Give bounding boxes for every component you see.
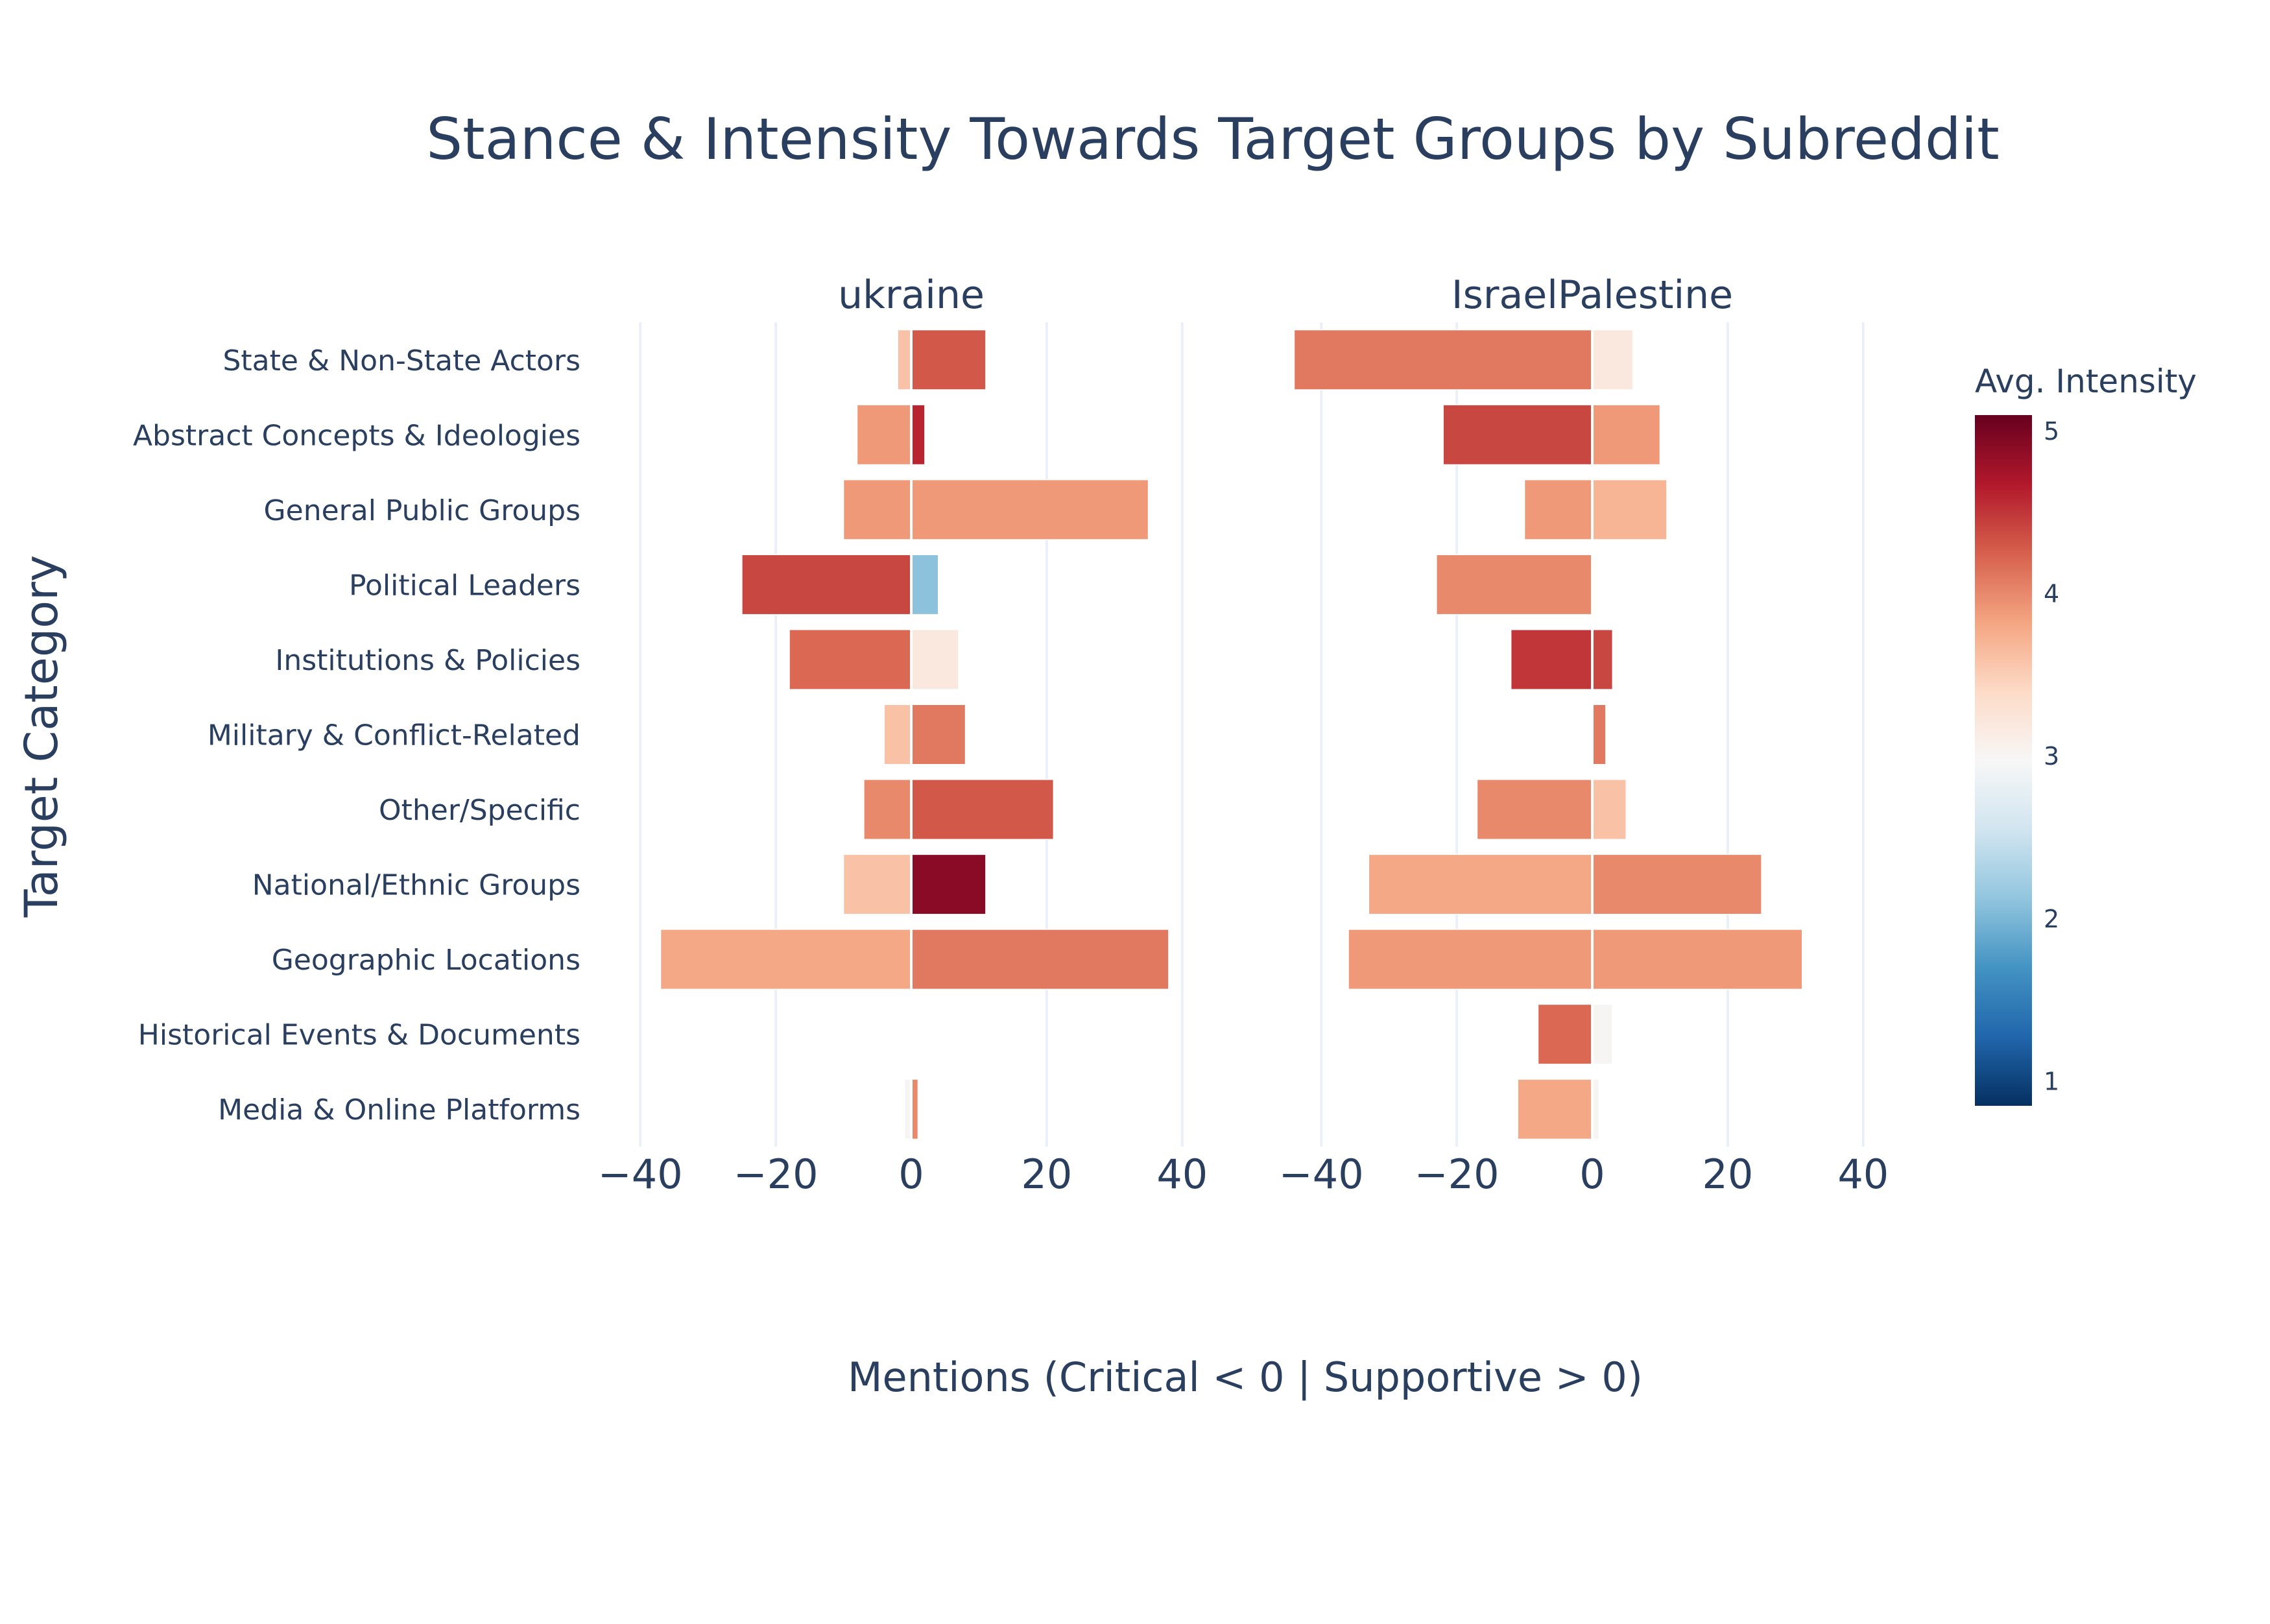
x-tick-label: −20	[1415, 1151, 1499, 1198]
y-tick-label-abstract-concepts-ideologies: Abstract Concepts & Ideologies	[133, 419, 580, 452]
bar-supportive-national-ethnic-groups	[911, 854, 986, 915]
y-tick-label-historical-events-documents: Historical Events & Documents	[138, 1019, 580, 1052]
bar-critical-national-ethnic-groups	[1368, 854, 1593, 915]
colorbar-tick-label: 3	[2044, 742, 2059, 770]
bar-critical-national-ethnic-groups	[842, 854, 912, 915]
bar-supportive-historical-events-documents	[1592, 1003, 1614, 1065]
bar-supportive-general-public-groups	[911, 479, 1149, 540]
bar-critical-military-conflict-related	[883, 704, 912, 765]
bar-supportive-state-non-state-actors	[1592, 329, 1634, 390]
bar-critical-political-leaders	[741, 554, 912, 615]
bar-critical-abstract-concepts-ideologies	[1442, 404, 1593, 466]
y-tick-label-national-ethnic-groups: National/Ethnic Groups	[252, 869, 580, 902]
bar-supportive-institutions-policies	[911, 628, 959, 690]
colorbar-tick-label: 4	[2044, 580, 2059, 608]
bar-supportive-military-conflict-related	[911, 704, 966, 765]
colorbar-scale	[1975, 415, 2032, 1106]
bar-supportive-national-ethnic-groups	[1592, 854, 1762, 915]
chart-title: Stance & Intensity Towards Target Groups…	[426, 106, 1999, 173]
bar-supportive-abstract-concepts-ideologies	[911, 404, 926, 466]
bar-supportive-institutions-policies	[1592, 628, 1614, 690]
panel-title-ukraine: ukraine	[838, 272, 985, 318]
y-tick-label-general-public-groups: General Public Groups	[264, 494, 580, 527]
bar-supportive-geographic-locations	[911, 929, 1169, 990]
x-tick-label: −40	[1279, 1151, 1364, 1198]
bar-critical-other-specific	[863, 779, 912, 841]
bar-critical-general-public-groups	[1523, 479, 1593, 540]
y-tick-label-political-leaders: Political Leaders	[349, 569, 580, 602]
bar-critical-state-non-state-actors	[1293, 329, 1593, 390]
bar-critical-institutions-policies	[1510, 628, 1593, 690]
x-tick-label: −40	[598, 1151, 683, 1198]
bar-supportive-general-public-groups	[1592, 479, 1667, 540]
x-tick-label: 0	[898, 1151, 924, 1198]
y-tick-label-other-specific: Other/Specific	[379, 794, 580, 827]
colorbar: Avg. Intensity 1 2 3 4 5	[1975, 363, 2197, 1106]
y-axis-title: Target Category	[15, 555, 68, 918]
bar-critical-state-non-state-actors	[897, 329, 912, 390]
y-tick-label-military-conflict-related: Military & Conflict-Related	[208, 719, 580, 752]
plot-layer: State & Non-State Actors Abstract Concept…	[133, 272, 1889, 1198]
y-tick-label-institutions-policies: Institutions & Policies	[275, 644, 580, 677]
x-gridlines	[1320, 322, 1865, 1147]
bar-critical-abstract-concepts-ideologies	[856, 404, 912, 466]
bar-supportive-other-specific	[911, 779, 1055, 841]
colorbar-tick-label: 1	[2044, 1067, 2059, 1095]
bars	[660, 329, 1169, 1140]
bar-supportive-military-conflict-related	[1592, 704, 1607, 765]
y-tick-label-media-online-platforms: Media & Online Platforms	[218, 1093, 580, 1127]
x-tick-label: 0	[1579, 1151, 1605, 1198]
panel-ukraine: ukraine −40 −20 0 20 40	[598, 272, 1208, 1198]
y-tick-label-geographic-locations: Geographic Locations	[272, 944, 580, 977]
x-tick-label: 20	[1702, 1151, 1753, 1198]
x-gridlines	[639, 322, 1184, 1147]
x-tick-label: 40	[1156, 1151, 1208, 1198]
bar-critical-media-online-platforms	[1517, 1079, 1593, 1140]
bar-critical-political-leaders	[1436, 554, 1593, 615]
bar-supportive-abstract-concepts-ideologies	[1592, 404, 1661, 466]
x-tick-labels: −40 −20 0 20 40	[598, 1151, 1208, 1198]
panel-israelpalestine: IsraelPalestine −40 −20 0 20 40	[1279, 272, 1889, 1198]
bar-critical-historical-events-documents	[1537, 1003, 1593, 1065]
bar-supportive-political-leaders	[911, 554, 939, 615]
bars	[1293, 329, 1803, 1140]
x-tick-label: 40	[1837, 1151, 1889, 1198]
x-tick-label: −20	[734, 1151, 818, 1198]
colorbar-tick-label: 5	[2044, 417, 2059, 446]
bar-critical-geographic-locations	[1348, 929, 1593, 990]
bar-critical-general-public-groups	[842, 479, 912, 540]
bar-supportive-state-non-state-actors	[911, 329, 986, 390]
bar-critical-geographic-locations	[660, 929, 912, 990]
bar-supportive-other-specific	[1592, 779, 1627, 841]
x-axis-title: Mentions (Critical < 0 | Supportive > 0)	[848, 1354, 1643, 1402]
y-tick-label-state-non-state-actors: State & Non-State Actors	[222, 344, 580, 377]
panel-title-israelpalestine: IsraelPalestine	[1452, 272, 1733, 318]
colorbar-title: Avg. Intensity	[1975, 363, 2197, 400]
x-tick-labels: −40 −20 0 20 40	[1279, 1151, 1889, 1198]
bar-supportive-geographic-locations	[1592, 929, 1803, 990]
x-tick-label: 20	[1021, 1151, 1072, 1198]
bar-critical-other-specific	[1476, 779, 1593, 841]
bar-critical-institutions-policies	[789, 628, 912, 690]
colorbar-tick-label: 2	[2044, 905, 2059, 933]
y-tick-labels: State & Non-State Actors Abstract Concept…	[133, 344, 580, 1127]
